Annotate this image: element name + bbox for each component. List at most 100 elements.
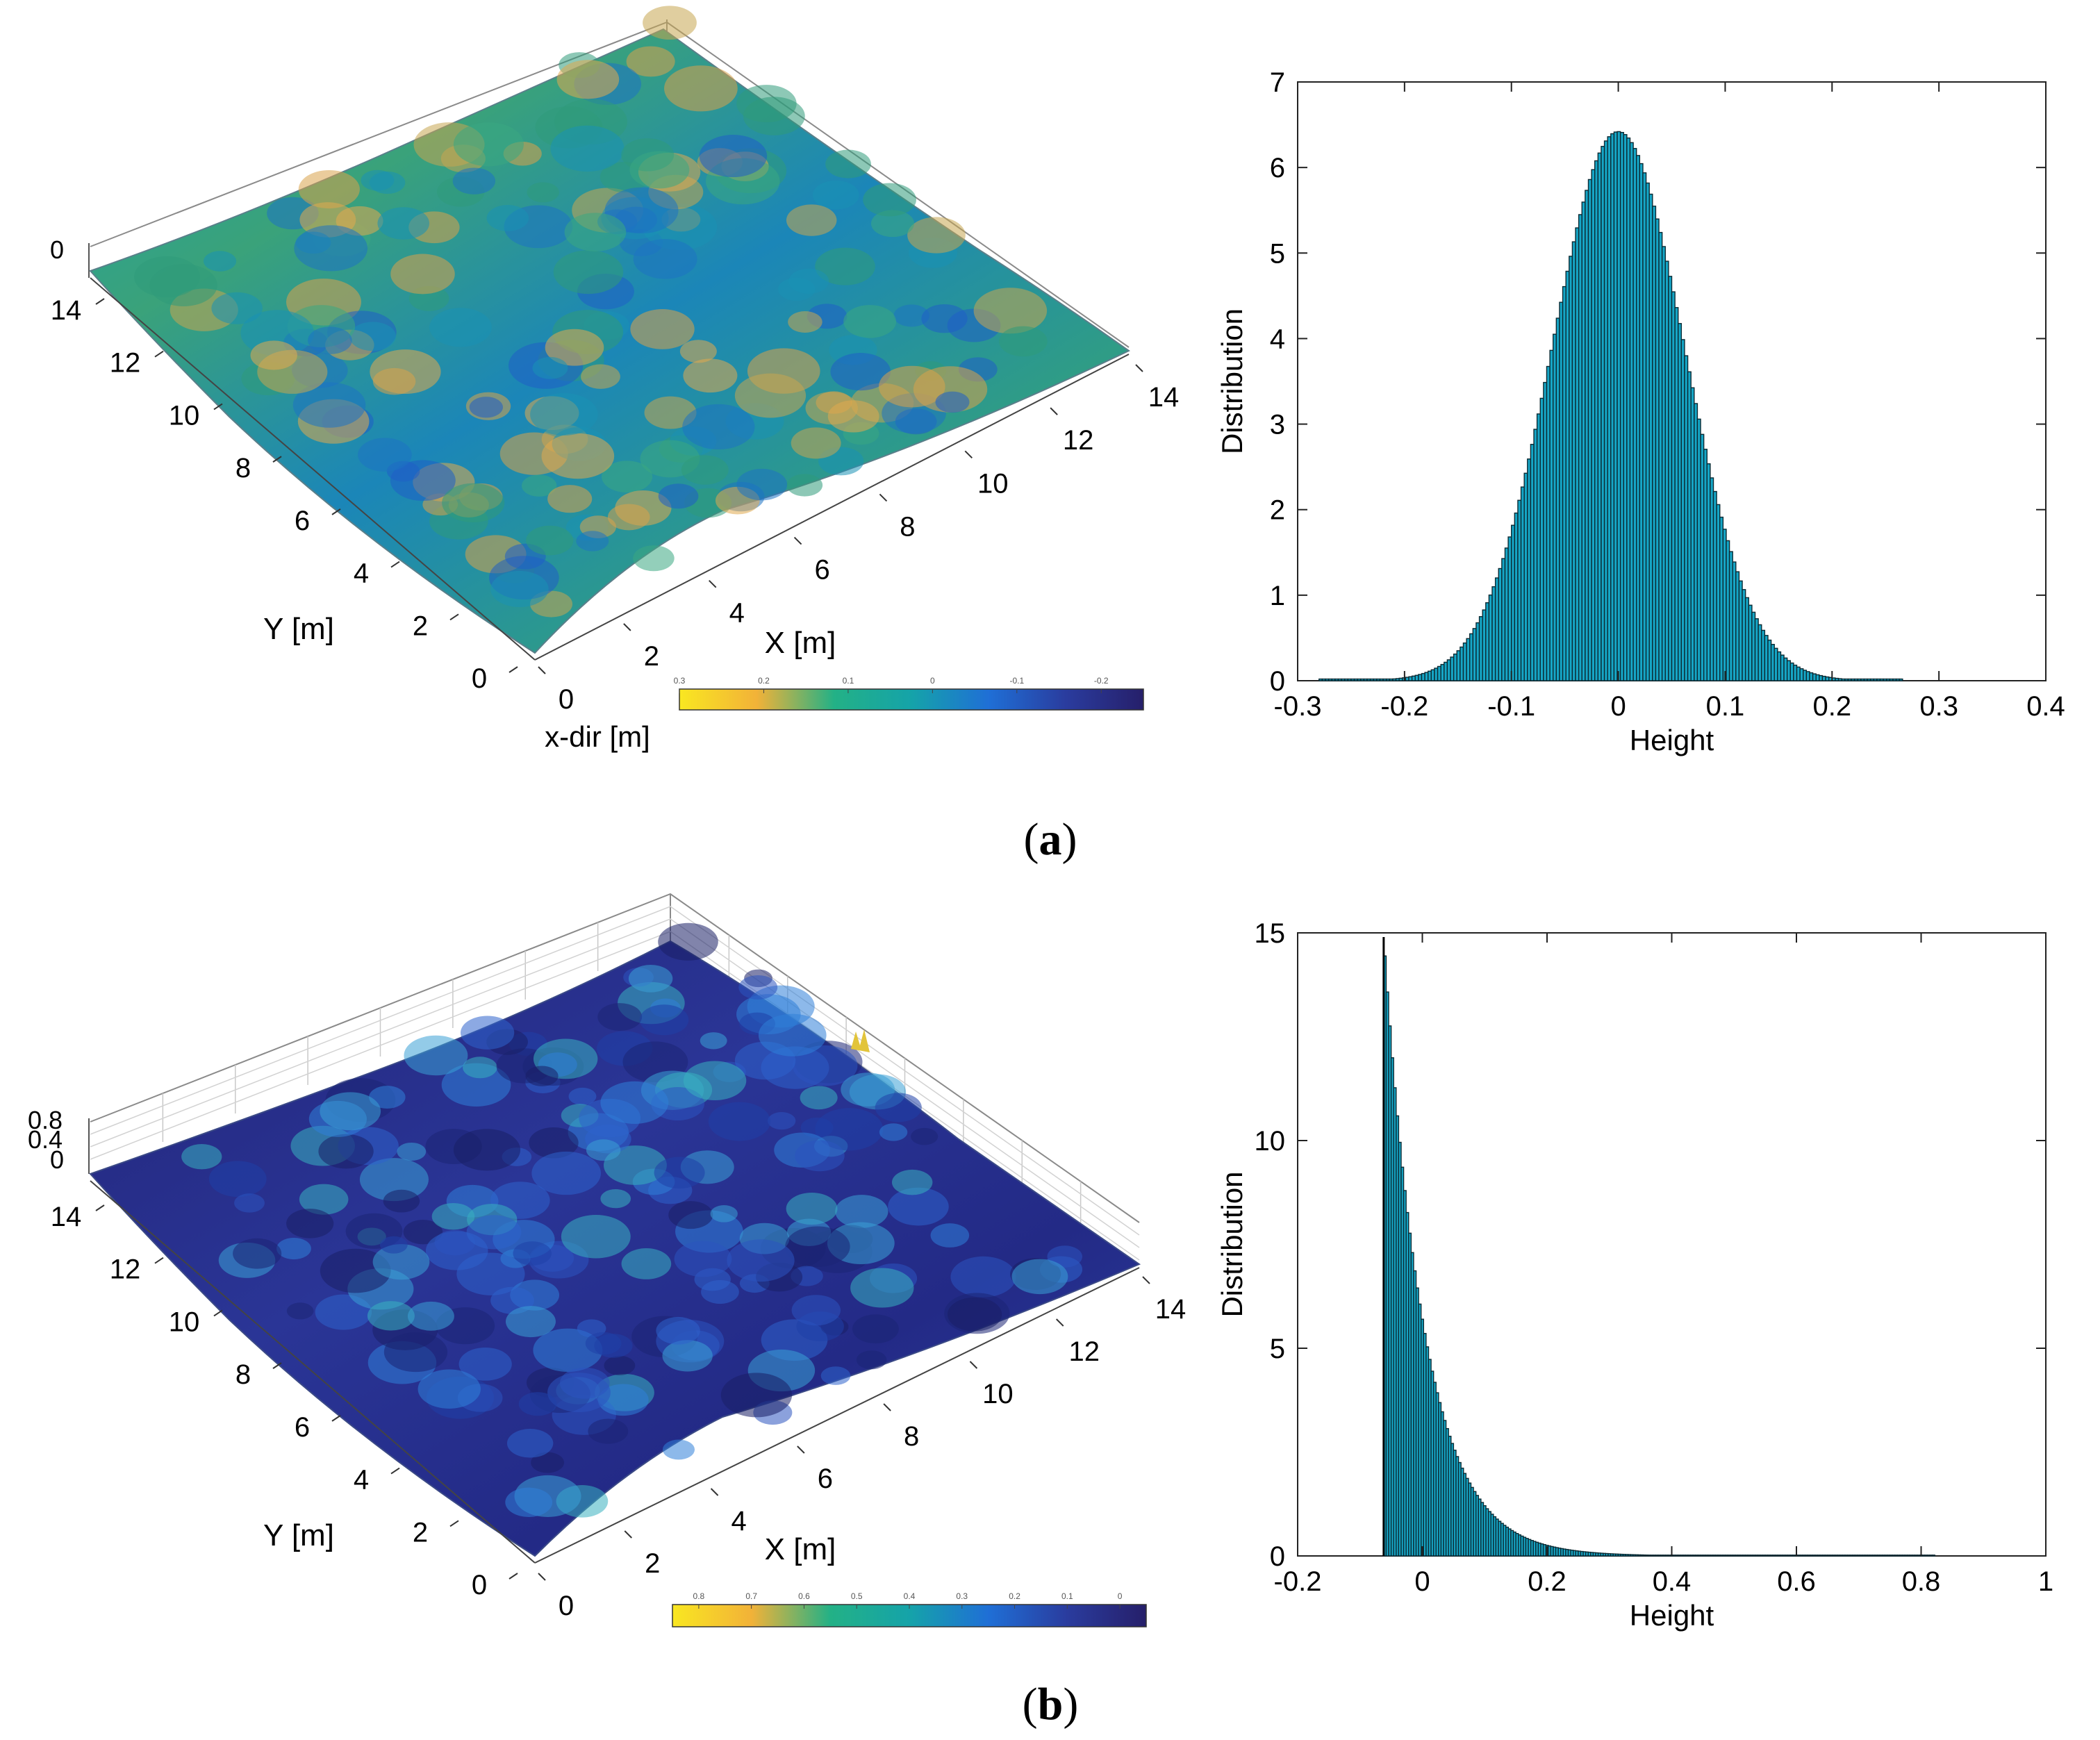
a-hist-xtick-label: 0: [1610, 691, 1626, 722]
terrain-texture-blob: [727, 1239, 795, 1282]
terrain-texture-blob: [458, 1347, 512, 1381]
b-hist-xtick-label: 0.8: [1902, 1566, 1941, 1597]
a-surface-colorbar-label: -0.2: [1094, 676, 1109, 686]
terrain-texture-blob: [308, 326, 352, 354]
terrain-texture-blob: [786, 474, 823, 497]
terrain-texture-blob: [286, 1209, 334, 1238]
terrain-texture-blob: [736, 85, 797, 123]
surface-b-edge-left: [90, 1180, 536, 1564]
terrain-texture-blob: [407, 1301, 454, 1331]
terrain-texture-blob: [843, 305, 897, 338]
terrain-texture-blob: [700, 1032, 727, 1050]
surface-b-ztick-0: 0: [50, 1145, 64, 1174]
panel-label-b: (b): [1023, 1679, 1079, 1730]
terrain-texture-blob: [561, 1215, 631, 1259]
terrain-texture-blob: [629, 151, 690, 189]
terrain-texture-blob: [815, 247, 875, 285]
terrain-texture-blob: [935, 391, 970, 413]
terrain-texture-blob: [856, 1350, 887, 1370]
b-surface-ytick-mark: [272, 1362, 282, 1369]
terrain-texture-blob: [879, 1123, 908, 1141]
terrain-texture-blob: [134, 256, 200, 298]
terrain-texture-blob: [893, 304, 929, 327]
b-hist-xtick-label: 0.6: [1777, 1566, 1816, 1597]
terrain-texture-blob: [681, 455, 729, 485]
terrain-texture-blob: [208, 1161, 267, 1198]
terrain-texture-blob: [602, 461, 653, 493]
b-hist-ytick-label: 0: [1270, 1541, 1285, 1572]
terrain-texture-blob: [604, 187, 679, 233]
terrain-texture-blob: [453, 122, 524, 167]
b-surface-ytick-mark: [331, 1415, 341, 1422]
b-surface-ytick-mark: [509, 1573, 518, 1580]
a-surface-ytick-mark: [331, 508, 341, 515]
a-surface-ytick-mark: [390, 561, 400, 568]
b-surface-colorbar-label: 0.8: [693, 1591, 705, 1601]
terrain-texture-blob: [998, 326, 1048, 357]
b-surface-xtick-label: 14: [1155, 1294, 1187, 1325]
terrain-texture-blob: [850, 1268, 914, 1308]
terrain-texture-blob: [795, 1140, 845, 1172]
terrain-texture-blob: [505, 1487, 553, 1517]
a-hist-xtick-label: 0.2: [1812, 691, 1851, 722]
b-surface-ytick-label: 14: [51, 1202, 82, 1232]
terrain-texture-blob: [318, 1134, 374, 1169]
b-surface-xtick-label: 4: [731, 1506, 746, 1536]
surface-b-xlabel: X [m]: [765, 1532, 836, 1566]
surface-a-extra-label: x-dir [m]: [545, 720, 650, 753]
terrain-texture-blob: [633, 545, 675, 572]
surface-b-wall-gridline: [90, 906, 1140, 1236]
b-surface-xtick-mark: [969, 1361, 978, 1369]
a-surface-xtick-mark: [709, 580, 717, 588]
terrain-texture-blob: [358, 438, 412, 472]
terrain-texture-blob: [529, 1127, 579, 1159]
b-surface-xtick-label: 10: [982, 1379, 1014, 1409]
panel-label-a: (a): [1024, 814, 1077, 865]
terrain-texture-blob: [643, 6, 697, 40]
b-surface-ytick-label: 10: [169, 1307, 200, 1337]
surface-b-ztick-0.4: 0.4: [28, 1125, 63, 1154]
terrain-texture-blob: [525, 1066, 559, 1086]
terrain-texture-blob: [417, 1369, 481, 1409]
terrain-texture-blob: [486, 205, 529, 231]
terrain-texture-blob: [600, 1188, 631, 1209]
terrain-texture-blob: [835, 1195, 888, 1228]
terrain-texture-blob: [604, 1355, 636, 1375]
terrain-texture-blob: [559, 1367, 610, 1399]
terrain-texture-blob: [875, 1093, 922, 1122]
b-surface-ytick-mark: [449, 1520, 459, 1527]
a-surface-xtick-label: 2: [644, 641, 659, 672]
terrain-texture-blob: [372, 367, 416, 395]
b-surface-ytick-mark: [95, 1204, 105, 1211]
terrain-texture-blob: [597, 1003, 643, 1031]
terrain-texture-blob: [292, 382, 366, 428]
terrain-texture-blob: [736, 468, 788, 501]
a-surface-xtick-label: 12: [1063, 425, 1094, 456]
a-surface-xtick-mark: [623, 623, 631, 631]
surface-b-edge-right: [534, 1267, 1140, 1564]
terrain-texture-blob: [785, 1226, 850, 1267]
terrain-texture-blob: [604, 1145, 667, 1185]
terrain-texture-blob: [662, 1439, 695, 1460]
a-surface-colorbar-label: 0.2: [758, 676, 770, 686]
b-surface-xtick-mark: [538, 1573, 546, 1581]
terrain-texture-blob: [630, 309, 695, 349]
b-surface-xtick-label: 12: [1068, 1336, 1100, 1367]
terrain-texture-blob: [250, 340, 297, 370]
terrain-texture-blob: [708, 1102, 771, 1141]
terrain-texture-blob: [490, 570, 549, 608]
a-surface-ytick-label: 8: [235, 453, 251, 483]
a-surface-ytick-mark: [272, 456, 282, 463]
b-surface-xtick-label: 2: [645, 1548, 660, 1579]
a-hist-ytick-label: 1: [1270, 581, 1285, 611]
surface-a-edge-right: [534, 354, 1130, 661]
surface-a-ticks: 0 2 4 6 8 10 12 14 0 2 4 6 8 10 12 14: [51, 295, 1180, 715]
terrain-texture-blob: [891, 1169, 933, 1195]
terrain-texture-blob: [531, 1452, 564, 1473]
terrain-texture-blob: [372, 1244, 430, 1280]
terrain-texture-blob: [812, 180, 859, 210]
terrain-texture-blob: [234, 1193, 265, 1213]
terrain-texture-blob: [434, 1229, 476, 1256]
terrain-texture-blob: [621, 1248, 672, 1279]
a-hist-xtick-label: 0.4: [2026, 691, 2065, 722]
